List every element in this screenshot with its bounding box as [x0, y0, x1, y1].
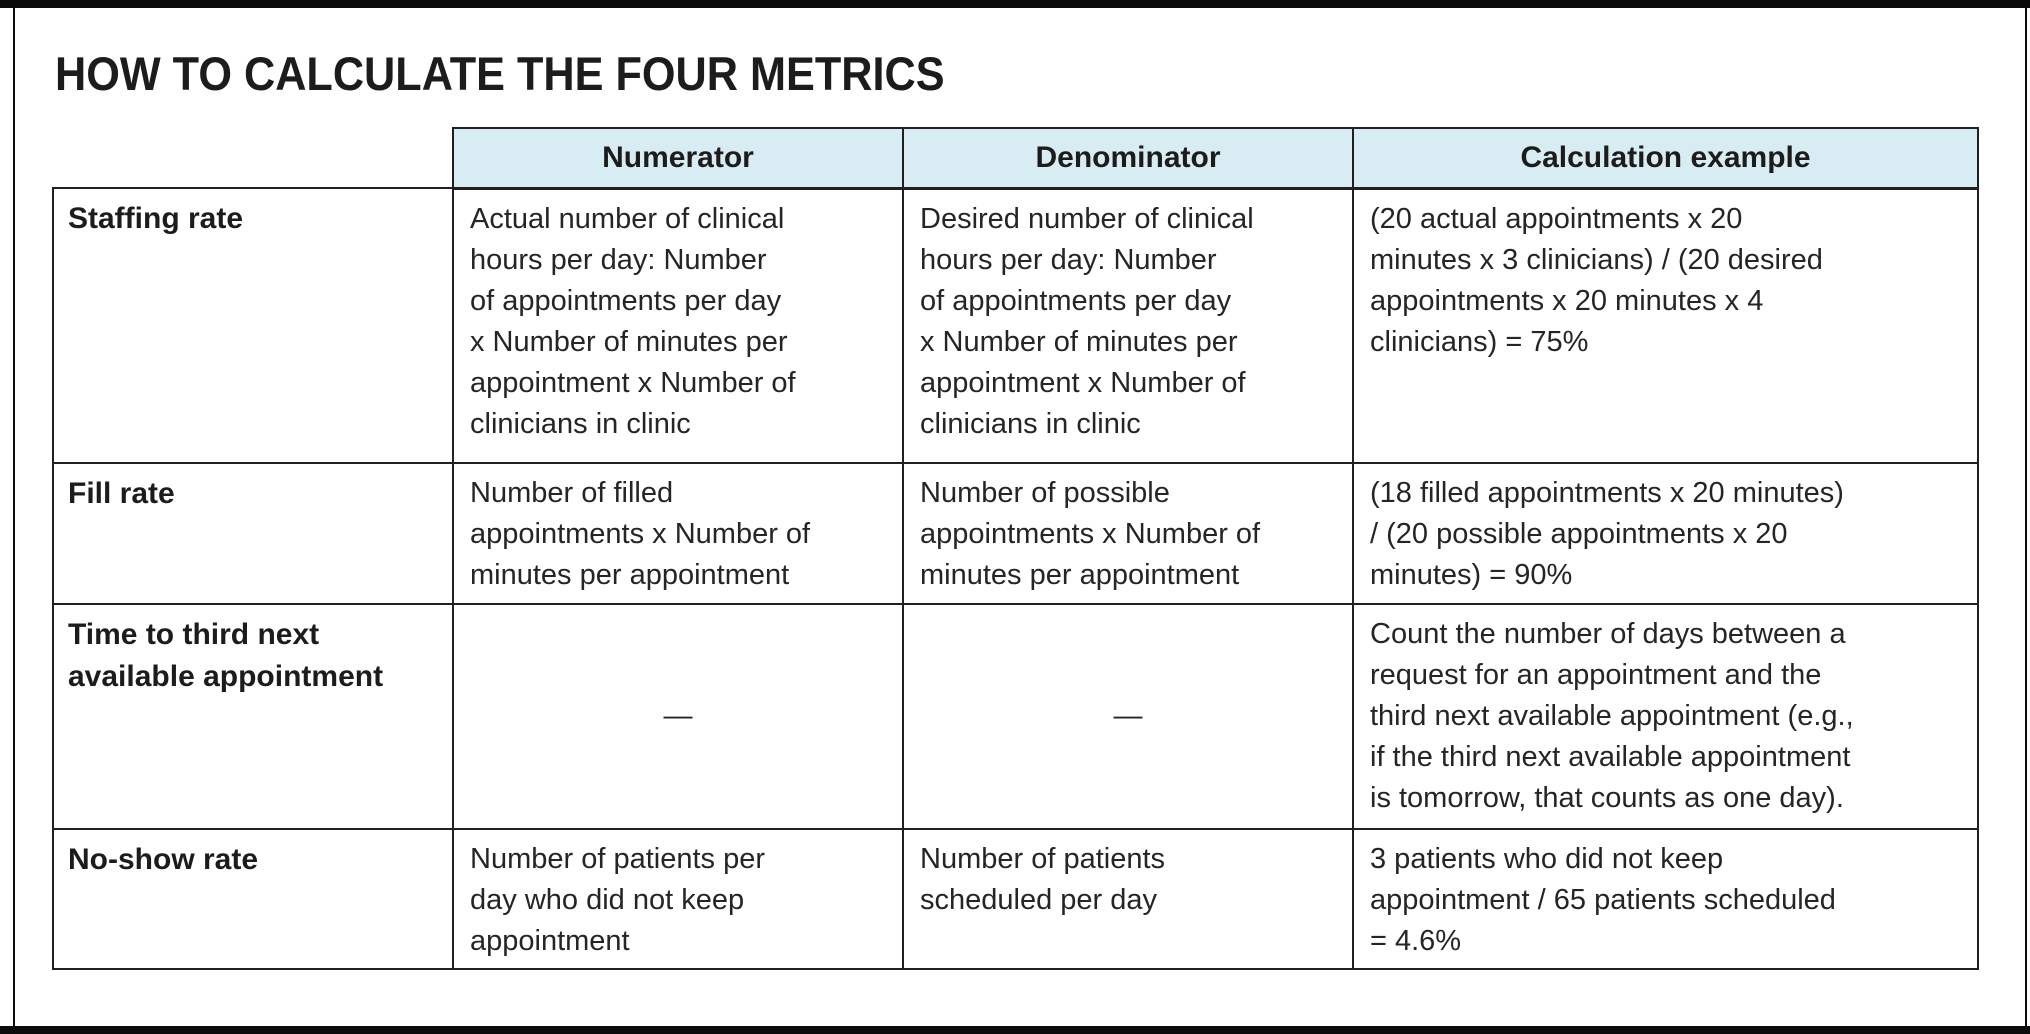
column-header-calculation-example: Calculation example [1352, 127, 1979, 190]
row-label: Fill rate [52, 462, 454, 605]
cell-example: (20 actual appointments x 20 minutes x 3… [1352, 187, 1979, 464]
cell-numerator: Actual number of clinical hours per day:… [452, 187, 904, 464]
cell-denominator: Number of patients scheduled per day [902, 828, 1354, 970]
row-label: No-show rate [52, 828, 454, 970]
metrics-table: Numerator Denominator Calculation exampl… [52, 127, 1979, 970]
cell-numerator: Number of filled appointments x Number o… [452, 462, 904, 605]
table-row-fill-rate: Fill rate Number of filled appointments … [52, 462, 1979, 605]
row-label: Staffing rate [52, 187, 454, 464]
column-header-denominator: Denominator [902, 127, 1354, 190]
row-label: Time to third next available appointment [52, 603, 454, 830]
cell-numerator: Number of patients per day who did not k… [452, 828, 904, 970]
cell-example: 3 patients who did not keep appointment … [1352, 828, 1979, 970]
table-row-no-show-rate: No-show rate Number of patients per day … [52, 828, 1979, 970]
table-row-time-to-third-next-available-appointment: Time to third next available appointment… [52, 603, 1979, 830]
column-header-numerator: Numerator [452, 127, 904, 190]
top-rule [0, 0, 2030, 8]
cell-denominator: Desired number of clinical hours per day… [902, 187, 1354, 464]
cell-example: (18 filled appointments x 20 minutes) / … [1352, 462, 1979, 605]
cell-denominator-empty: — [902, 603, 1354, 830]
table-header-row: Numerator Denominator Calculation exampl… [53, 127, 1979, 190]
table-row-staffing-rate: Staffing rate Actual number of clinical … [52, 187, 1979, 464]
cell-example: Count the number of days between a reque… [1352, 603, 1979, 830]
figure-title: HOW TO CALCULATE THE FOUR METRICS [55, 47, 945, 100]
cell-numerator-empty: — [452, 603, 904, 830]
corner-cell [53, 128, 453, 188]
bottom-rule [0, 1026, 2030, 1034]
cell-denominator: Number of possible appointments x Number… [902, 462, 1354, 605]
